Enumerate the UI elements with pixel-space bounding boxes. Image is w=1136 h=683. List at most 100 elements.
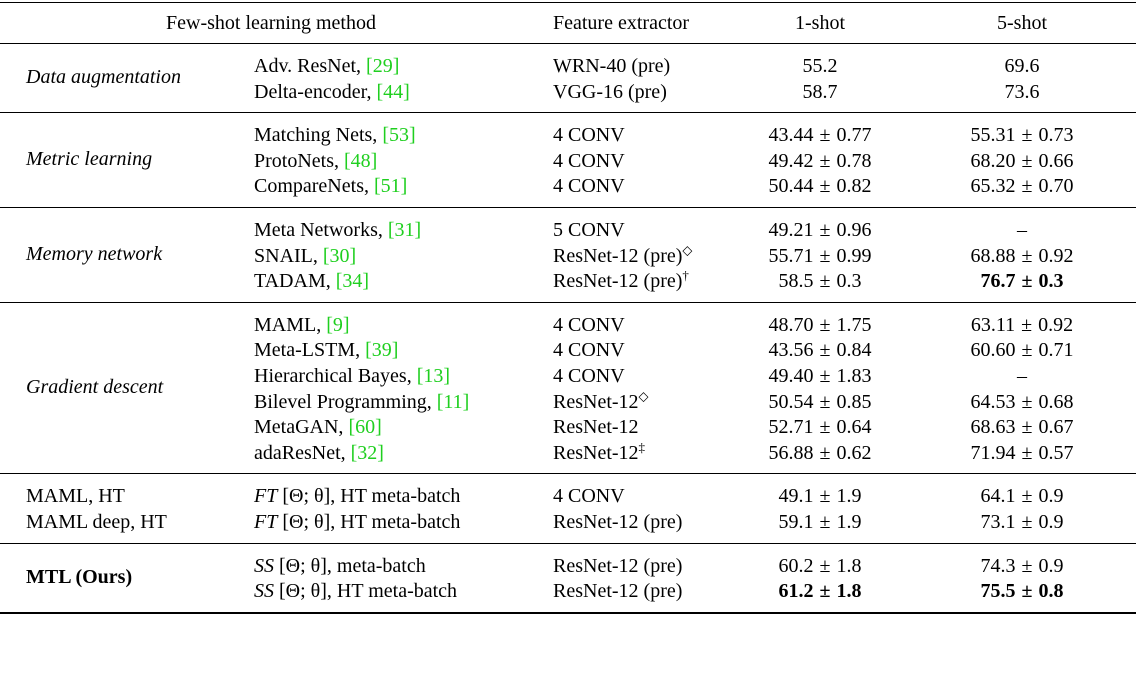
table-row: Bilevel Programming, [11] ResNet-12◇ 50.… — [0, 387, 1136, 416]
footnote-mark: ◇ — [638, 387, 649, 403]
citation-link[interactable]: [60] — [348, 416, 382, 439]
table-row: Hierarchical Bayes, [13] 4 CONV 49.40 ±1.… — [0, 364, 1136, 390]
one-shot-cell: 43.44 ±0.77 — [732, 113, 908, 149]
pm-sign: ± — [1021, 554, 1033, 577]
pm-sign: ± — [819, 364, 831, 387]
category-gradient-descent: Gradient descent — [0, 302, 234, 475]
table-header-row: Few-shot learning method Feature extract… — [0, 2, 1136, 44]
citation-link[interactable]: [32] — [350, 441, 384, 464]
method-desc: [Θ; θ], HT meta-batch — [277, 510, 461, 533]
pm-sign: ± — [819, 441, 831, 464]
citation-link[interactable]: [9] — [326, 313, 350, 336]
method-cell: ProtoNets, [48] — [234, 149, 542, 175]
one-shot-cell: 49.1 ±1.9 — [732, 474, 908, 510]
category-metric-learning: Metric learning — [0, 112, 234, 208]
citation-link[interactable]: [29] — [366, 55, 400, 77]
feature-cell: 4 CONV — [553, 124, 625, 147]
method-tag: FT — [254, 485, 278, 508]
table-row: Gradient descent MAML, [9] 4 CONV 48.70 ±… — [0, 302, 1136, 475]
pm-sign: ± — [1021, 441, 1033, 464]
citation-link[interactable]: [44] — [376, 80, 410, 103]
table-row: Meta-LSTM, [39] 4 CONV 43.56 ±0.84 60.60 ±… — [0, 338, 1136, 364]
footnote-mark: ‡ — [638, 439, 646, 455]
feature-cell: 4 CONV — [553, 364, 625, 387]
pm-sign: ± — [1021, 244, 1033, 267]
mean-value: 58.5 — [778, 270, 814, 293]
citation-link[interactable]: [34] — [335, 270, 370, 293]
method-name: CompareNets, — [254, 175, 374, 198]
std-value: 0.8 — [1038, 580, 1064, 603]
pm-sign: ± — [819, 416, 831, 439]
one-shot-cell: 55.2 — [732, 42, 908, 80]
method-name: Delta-encoder, — [254, 80, 377, 103]
feature-cell: ResNet-12◇ — [542, 387, 732, 416]
feature-cell: 4 CONV — [553, 149, 625, 172]
std-value: 1.8 — [836, 580, 862, 603]
method-cell: Adv. ResNet, [29] — [234, 42, 542, 80]
pm-sign: ± — [1021, 416, 1033, 439]
feature-cell: ResNet-12 (pre) — [542, 579, 732, 614]
method-name: adaResNet, — [254, 441, 351, 464]
mean-value: 68.20 — [970, 149, 1016, 172]
pm-sign: ± — [1021, 270, 1033, 293]
mean-value: 43.44 — [768, 124, 814, 147]
feature-name: ResNet-12 (pre) — [553, 244, 683, 267]
citation-link[interactable]: [13] — [416, 364, 451, 387]
pm-sign: ± — [1021, 175, 1033, 198]
mean-value: 73.1 — [980, 510, 1016, 533]
citation-link[interactable]: [53] — [382, 124, 416, 147]
pm-sign: ± — [819, 554, 831, 577]
one-shot-cell-best: 61.2 ±1.8 — [732, 579, 908, 614]
std-value: 0.78 — [836, 149, 872, 172]
pm-sign: ± — [819, 339, 831, 362]
feature-cell: ResNet-12‡ — [542, 439, 732, 474]
method-desc: [Θ; θ], HT meta-batch — [274, 580, 458, 603]
table-row: Delta-encoder, [44] VGG-16 (pre) 58.7 73… — [0, 80, 1136, 113]
feature-name: ResNet-12 (pre) — [553, 270, 683, 293]
feature-cell: VGG-16 (pre) — [553, 80, 667, 103]
citation-link[interactable]: [48] — [344, 149, 378, 172]
mean-value: 64.1 — [980, 485, 1016, 508]
citation-link[interactable]: [11] — [436, 390, 470, 413]
five-shot-cell: 65.32 ±0.70 — [908, 174, 1136, 207]
method-name: Meta Networks, — [254, 218, 388, 241]
mean-value: 43.56 — [768, 339, 814, 362]
method-name: Adv. ResNet, — [254, 55, 367, 77]
feature-cell: 4 CONV — [553, 313, 625, 336]
method-cell: FT [Θ; θ], HT meta-batch — [234, 474, 542, 510]
mean-value: 75.5 — [980, 580, 1016, 603]
one-shot-cell: 49.40 ±1.83 — [732, 364, 908, 390]
table-row: MetaGAN, [60] ResNet-12 52.71 ±0.64 68.63… — [0, 415, 1136, 441]
method-cell: MAML, [9] — [234, 302, 542, 338]
pm-sign: ± — [819, 313, 831, 336]
five-shot-cell: 74.3 ±0.9 — [908, 543, 1136, 579]
category-memory-network: Memory network — [0, 207, 234, 303]
method-cell: Meta-LSTM, [39] — [234, 338, 542, 364]
mean-value: 49.42 — [768, 149, 814, 172]
std-value: 0.3 — [1038, 270, 1064, 293]
one-shot-cell: 50.44 ±0.82 — [732, 174, 908, 207]
citation-link[interactable]: [31] — [387, 218, 422, 241]
method-tag: FT — [254, 510, 278, 533]
one-shot-cell: 48.70 ±1.75 — [732, 302, 908, 338]
five-shot-cell: 63.11 ±0.92 — [908, 302, 1136, 338]
std-value: 0.64 — [836, 416, 872, 439]
citation-link[interactable]: [30] — [322, 244, 357, 267]
pm-sign: ± — [1021, 339, 1033, 362]
method-cell: adaResNet, [32] — [234, 441, 542, 474]
one-shot-cell: 55.71 ±0.99 — [732, 244, 908, 270]
mean-value: 50.54 — [768, 390, 814, 413]
pm-sign: ± — [819, 510, 831, 533]
std-value: 1.9 — [836, 510, 862, 533]
method-name: Hierarchical Bayes, — [254, 364, 417, 387]
five-shot-cell: 73.1 ±0.9 — [908, 510, 1136, 543]
header-1-shot: 1-shot — [732, 2, 908, 44]
std-value: 0.92 — [1038, 313, 1074, 336]
citation-link[interactable]: [39] — [365, 339, 399, 362]
table-row: TADAM, [34] ResNet-12 (pre)† 58.5 ±0.3 76… — [0, 269, 1136, 303]
mean-value: 50.44 — [768, 175, 814, 198]
method-name: ProtoNets, — [254, 149, 344, 172]
citation-link[interactable]: [51] — [373, 175, 408, 198]
std-value: 1.8 — [836, 554, 862, 577]
std-value: 0.62 — [836, 441, 872, 464]
